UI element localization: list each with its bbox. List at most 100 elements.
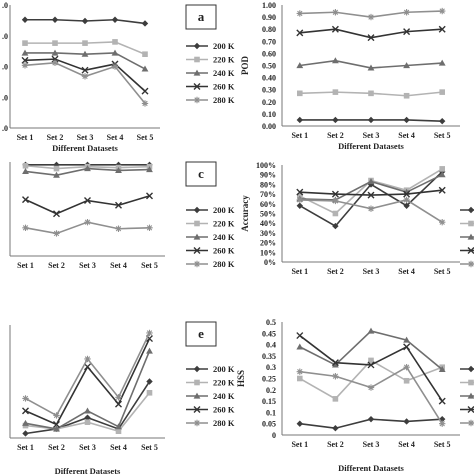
data-point: [111, 16, 119, 23]
series-line: [25, 195, 150, 215]
data-point: [438, 25, 446, 33]
legend-marker: [193, 419, 201, 427]
legend-marker: [194, 220, 200, 227]
data-point: [84, 197, 91, 205]
legend: 200 K 220 K 240 K 260 K 280 K: [186, 41, 235, 105]
panel-label-box: [185, 4, 217, 30]
data-point: [296, 188, 304, 196]
data-point: [403, 196, 410, 204]
x-tick-label: Set 1: [291, 131, 308, 140]
y-tick-label: 70%: [260, 190, 276, 199]
data-point: [84, 414, 91, 421]
data-point: [332, 222, 339, 230]
legend-marker: [468, 379, 474, 386]
data-point: [367, 34, 375, 42]
y-tick-label: 0: [272, 431, 276, 440]
data-point: [367, 205, 375, 212]
panel-label: a: [198, 9, 205, 24]
data-point: [84, 419, 91, 425]
data-point: [146, 329, 153, 337]
data-point: [111, 49, 119, 56]
data-point: [146, 390, 153, 396]
data-point: [367, 361, 375, 369]
legend-marker: [468, 220, 474, 227]
data-point: [332, 9, 339, 16]
data-point: [332, 361, 339, 368]
y-tick-label: .0: [2, 63, 8, 72]
data-point: [115, 400, 122, 408]
y-tick-label: 0.1: [266, 408, 276, 417]
legend: 200 K 220 K 240 K 260 K 280 K: [186, 364, 235, 428]
data-point: [21, 62, 29, 69]
data-point: [115, 201, 122, 209]
data-point: [115, 428, 122, 435]
y-tick-label: 0.30: [262, 86, 276, 95]
legend-marker: [467, 260, 474, 268]
data-point: [22, 40, 28, 46]
y-tick-label: .0: [2, 124, 8, 133]
x-tick-label: Set 5: [141, 443, 158, 452]
data-point: [22, 430, 29, 437]
y-tick-label: 0.25: [262, 375, 276, 384]
y-tick-label: 20%: [260, 239, 276, 248]
data-point: [331, 190, 339, 198]
series-line: [24, 61, 146, 104]
x-tick-label: Set 4: [110, 261, 127, 270]
data-point: [146, 378, 153, 385]
x-tick-label: Set 5: [434, 440, 451, 449]
data-point: [146, 166, 153, 173]
data-point: [332, 425, 339, 432]
y-tick-label: 0%: [264, 258, 276, 267]
data-point: [21, 56, 29, 64]
data-point: [403, 9, 410, 16]
legend-label: 260 K: [213, 246, 235, 256]
data-point: [438, 171, 446, 178]
data-point: [296, 62, 304, 69]
x-tick-label: Set 1: [17, 443, 34, 452]
legend: [460, 206, 474, 268]
data-point: [367, 178, 375, 185]
y-tick-label: 0.90: [262, 13, 276, 22]
x-tick-label: Set 5: [141, 261, 158, 270]
x-tick-label: Set 5: [434, 267, 451, 276]
data-point: [438, 366, 446, 373]
legend-label: 260 K: [213, 405, 235, 415]
x-tick-label: Set 1: [291, 440, 308, 449]
x-tick-label: Set 3: [363, 440, 380, 449]
x-tick-label: Set 4: [398, 131, 415, 140]
data-point: [22, 407, 29, 415]
series-line: [299, 28, 443, 39]
legend-marker: [467, 233, 474, 240]
chart-panel-4: 0%10%20%30%40%50%60%70%80%90%100% Set 1 Se…: [240, 161, 474, 276]
data-point: [367, 415, 375, 423]
y-tick-label: 0.2: [266, 386, 276, 395]
data-point: [53, 210, 60, 218]
x-axis-title: Different Datasets: [338, 141, 404, 151]
data-point: [84, 407, 91, 414]
data-point: [296, 196, 303, 204]
data-point: [84, 165, 91, 172]
data-point: [331, 25, 339, 33]
data-point: [439, 7, 446, 15]
legend-marker: [193, 247, 201, 254]
data-point: [367, 116, 375, 124]
legend-label: 220 K: [213, 378, 235, 388]
chart-panel-3: Set 1 Set 2 Set 3 Set 4 Set 5 c 200 K 220 K 240 …: [9, 161, 235, 270]
data-point: [21, 49, 29, 56]
data-point: [403, 116, 410, 124]
data-point: [403, 62, 410, 69]
legend-label: 280 K: [213, 259, 235, 269]
data-point: [296, 202, 303, 209]
y-tick-label: 0.05: [262, 420, 276, 429]
legend-marker: [467, 365, 474, 373]
y-tick-label: 90%: [260, 171, 276, 180]
panel-label: e: [198, 326, 204, 341]
y-tick-label: 0.80: [262, 25, 276, 34]
y-tick-label: 10%: [260, 248, 276, 257]
legend-marker: [193, 233, 201, 240]
data-point: [332, 116, 339, 124]
legend-label: 240 K: [213, 391, 235, 401]
y-tick-label: 0.60: [262, 49, 276, 58]
x-axis-title: Different Datasets: [52, 143, 118, 153]
data-point: [438, 186, 446, 194]
